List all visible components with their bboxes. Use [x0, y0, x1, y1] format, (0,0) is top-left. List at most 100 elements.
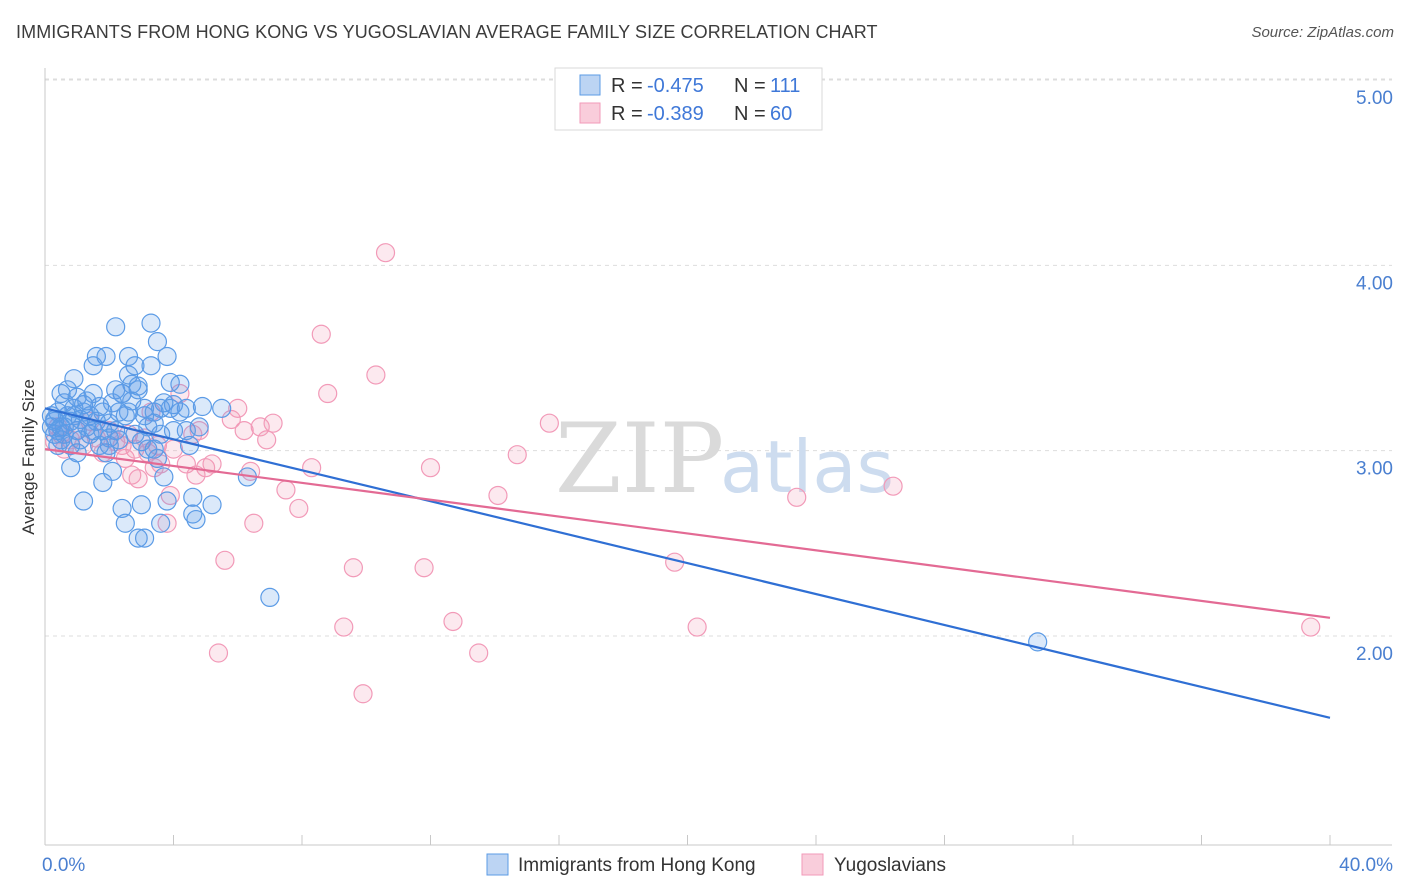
point-pink-51 [353, 684, 373, 704]
chart-title: IMMIGRANTS FROM HONG KONG VS YUGOSLAVIAN… [16, 22, 878, 42]
point-pink-60 [539, 413, 559, 433]
point-blue-65 [141, 313, 161, 333]
legend-n-value-1: 111 [770, 75, 800, 97]
point-blue-108 [134, 406, 155, 426]
point-blue-77 [160, 372, 180, 393]
point-blue-82 [176, 421, 196, 441]
series-hong-kong-points [41, 313, 1048, 652]
point-blue-12 [57, 380, 78, 400]
point-pink-65 [1301, 617, 1321, 637]
watermark-atlas: atlas [720, 425, 894, 509]
y-axis-label: Average Family Size [19, 379, 38, 535]
point-blue-41 [102, 461, 123, 481]
bottom-legend-label-1: Immigrants from Hong Kong [518, 855, 756, 876]
point-pink-17 [128, 469, 148, 489]
point-blue-93 [260, 587, 280, 608]
point-blue-16 [64, 369, 84, 389]
point-blue-86 [183, 504, 203, 524]
point-pink-54 [414, 558, 434, 578]
trend-line-blue [44, 407, 1331, 719]
point-pink-26 [163, 439, 184, 459]
point-blue-59 [131, 495, 151, 515]
point-blue-64 [141, 356, 161, 376]
point-blue-23 [73, 491, 94, 511]
x-tick-label-0: 0.0% [42, 855, 85, 876]
point-blue-74 [157, 346, 177, 367]
point-blue-106 [118, 402, 139, 422]
legend-box: R = -0.475 N = 111 R = -0.389 N = 60 [554, 67, 823, 131]
point-pink-50 [343, 558, 363, 578]
point-blue-61 [134, 528, 155, 548]
point-pink-44 [276, 480, 296, 500]
grid-lines [45, 78, 1392, 637]
point-blue-100 [73, 395, 94, 415]
watermark: ZIP atlas [555, 403, 894, 515]
point-pink-33 [202, 454, 222, 474]
point-blue-90 [202, 495, 222, 515]
point-pink-53 [375, 243, 396, 263]
y-tick-label-1: 3.00 [1356, 459, 1393, 480]
point-pink-45 [289, 498, 309, 519]
bottom-legend: Immigrants from Hong Kong Yugoslavians [486, 853, 946, 876]
point-pink-64 [883, 476, 903, 496]
point-blue-81 [170, 374, 190, 394]
point-pink-62 [687, 617, 707, 637]
legend-r-label-1: R = [611, 75, 643, 97]
legend-r-value-1: -0.475 [647, 75, 704, 97]
bottom-legend-swatch-pink [801, 853, 824, 876]
point-blue-54 [125, 356, 145, 376]
point-pink-49 [334, 617, 354, 637]
y-tick-labels: 2.00 3.00 4.00 5.00 [1356, 88, 1393, 665]
chart-source: Source: ZipAtlas.com [1251, 24, 1394, 41]
point-blue-36 [96, 346, 116, 367]
point-blue-107 [128, 376, 148, 396]
point-pink-63 [787, 487, 807, 507]
point-blue-83 [176, 398, 196, 418]
x-tick-labels: 0.0% 40.0% [42, 835, 1393, 876]
point-pink-59 [507, 445, 527, 465]
point-blue-71 [151, 513, 171, 533]
point-blue-105 [112, 383, 132, 404]
point-blue-47 [112, 498, 132, 519]
point-blue-78 [163, 395, 184, 415]
point-pink-42 [257, 430, 277, 450]
legend-swatch-pink [579, 102, 601, 124]
point-pink-37 [228, 398, 248, 418]
legend-n-label-2: N = [734, 103, 766, 125]
point-pink-43 [263, 413, 283, 433]
bottom-legend-label-2: Yugoslavians [834, 855, 946, 876]
point-pink-25 [160, 485, 180, 506]
point-pink-48 [318, 383, 338, 404]
legend-r-label-2: R = [611, 103, 643, 125]
point-blue-75 [157, 491, 177, 511]
legend-n-value-2: 60 [770, 103, 792, 125]
point-blue-68 [147, 332, 168, 352]
legend-n-label-1: N = [734, 75, 766, 97]
point-blue-76 [160, 398, 180, 418]
point-blue-49 [115, 513, 135, 533]
point-pink-57 [469, 643, 489, 663]
point-pink-24 [157, 513, 177, 533]
point-blue-60 [134, 398, 155, 418]
bottom-legend-swatch-blue [486, 853, 509, 876]
point-blue-56 [128, 528, 148, 548]
point-pink-40 [244, 513, 264, 533]
watermark-zip: ZIP [555, 403, 724, 515]
point-pink-52 [366, 365, 386, 385]
point-pink-35 [215, 550, 235, 570]
point-pink-36 [221, 409, 241, 430]
point-blue-97 [54, 417, 74, 437]
y-tick-label-3: 5.00 [1356, 88, 1393, 109]
point-blue-38 [99, 428, 119, 448]
point-pink-58 [488, 485, 508, 506]
point-blue-102 [93, 402, 113, 422]
point-pink-56 [443, 611, 463, 632]
point-blue-72 [154, 467, 174, 487]
point-pink-38 [234, 421, 254, 441]
point-pink-34 [208, 643, 229, 663]
point-blue-42 [106, 317, 126, 337]
trend-line-pink [44, 448, 1331, 619]
point-blue-34 [93, 472, 113, 493]
point-blue-91 [212, 398, 232, 418]
